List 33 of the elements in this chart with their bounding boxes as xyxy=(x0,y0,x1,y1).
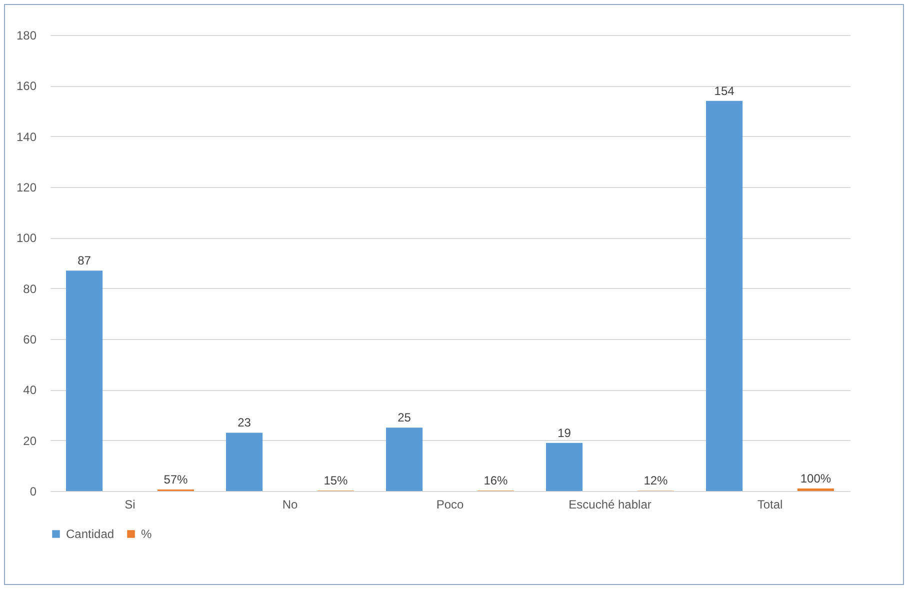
x-tick-label: Total xyxy=(757,498,783,512)
y-tick-label: 20 xyxy=(23,434,37,448)
data-label: 154 xyxy=(714,84,735,98)
y-tick-label: 160 xyxy=(16,79,37,94)
bar xyxy=(66,270,103,491)
data-label: 12% xyxy=(644,474,668,488)
bar xyxy=(546,442,583,491)
bar xyxy=(706,100,743,491)
data-label: 23 xyxy=(238,416,252,430)
x-tick-label: Si xyxy=(124,498,136,512)
legend-label: % xyxy=(141,527,152,541)
x-tick-label: Escuché hablar xyxy=(568,498,652,512)
bar xyxy=(386,428,423,491)
data-label: 16% xyxy=(484,474,508,488)
bar xyxy=(797,488,834,491)
y-tick-label: 100 xyxy=(16,231,37,246)
y-tick-label: 80 xyxy=(23,282,37,296)
y-tick-label: 60 xyxy=(23,332,37,346)
legend-label: Cantidad xyxy=(66,527,114,541)
y-tick-label: 140 xyxy=(16,130,37,144)
x-tick-label: Poco xyxy=(436,498,464,512)
data-label: 19 xyxy=(558,426,572,440)
x-tick-label: No xyxy=(282,498,298,512)
bar xyxy=(226,432,263,491)
data-label: 57% xyxy=(164,472,188,487)
y-tick-label: 40 xyxy=(23,383,37,398)
y-tick-label: 180 xyxy=(16,28,37,42)
data-label: 100% xyxy=(800,471,832,486)
data-label: 87 xyxy=(78,254,92,268)
data-label: 15% xyxy=(324,474,348,488)
data-label: 25 xyxy=(398,410,412,425)
y-tick-label: 120 xyxy=(16,180,37,194)
y-tick-label: 0 xyxy=(30,484,37,498)
